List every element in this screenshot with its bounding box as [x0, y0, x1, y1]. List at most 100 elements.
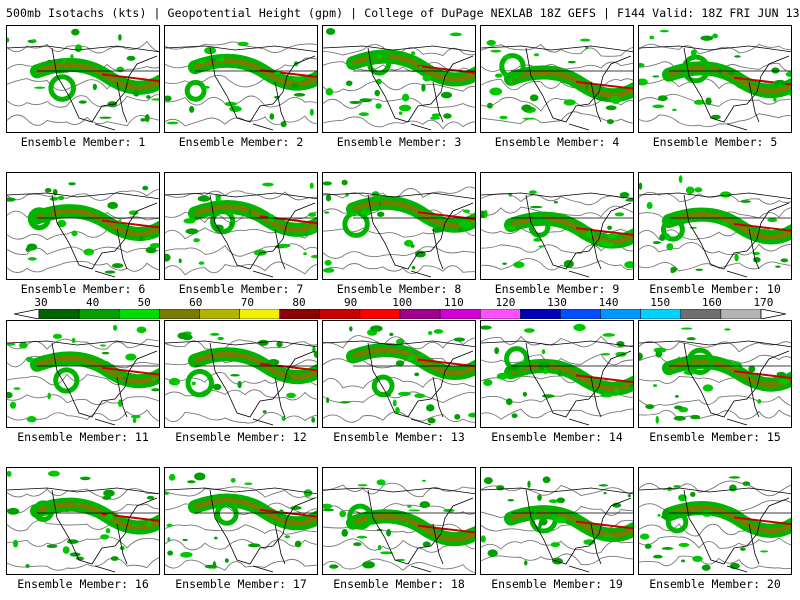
isotach-patch [189, 105, 195, 113]
isotach-patch [615, 351, 627, 357]
isotach-patch [191, 381, 196, 386]
colorbar-swatch [479, 309, 521, 319]
isotach-patch [533, 53, 540, 57]
isotach-patch [411, 51, 416, 56]
ensemble-member-label: Ensemble Member: 14 [491, 430, 623, 444]
isotach-patch [102, 495, 112, 500]
isotach-patch [376, 211, 385, 217]
isotach-patch [521, 104, 532, 112]
isotach-patch [183, 218, 196, 224]
coastline-borders [323, 340, 475, 426]
isotach-patch [71, 230, 78, 237]
colorbar-swatch [399, 309, 441, 319]
jet-max [575, 520, 633, 530]
coastline-borders [165, 340, 317, 426]
isotach-patch [407, 505, 412, 508]
isotach-patch [401, 93, 410, 102]
isotach-patch [215, 194, 221, 203]
height-contour [7, 93, 159, 108]
isotach-patch [603, 242, 615, 248]
isotach-patch [414, 372, 420, 377]
isotach-patch [661, 547, 674, 550]
isotach-patch [481, 535, 486, 543]
isotach-patch [614, 388, 620, 394]
ensemble-member-map [164, 467, 318, 575]
isotach-patch [32, 39, 36, 42]
isotach-patch [290, 505, 302, 510]
isotach-patch [645, 404, 655, 409]
isotach-patch [392, 399, 397, 407]
isotach-patch [46, 59, 52, 64]
height-contour [639, 43, 791, 55]
isotach-patch [657, 95, 668, 102]
low-isotach-ring [528, 216, 551, 238]
isotach-patch [606, 119, 614, 125]
isotach-patch [142, 185, 149, 191]
isotach-patch [767, 217, 778, 223]
isotach-patch [209, 332, 220, 336]
isotach-patch [674, 395, 679, 398]
isotach-patch [389, 332, 394, 337]
isotach-patch [605, 105, 617, 111]
colorbar-swatch [118, 309, 160, 319]
isotach-patch [538, 521, 542, 529]
isotach-patch [422, 479, 426, 482]
isotach-patch [7, 470, 12, 477]
ensemble-member-map [322, 25, 476, 133]
isotach-patch [360, 209, 371, 216]
isotach-patch [602, 534, 614, 538]
isotach-patch [695, 268, 704, 271]
isotach-patch [785, 71, 791, 78]
isotach-patch [105, 527, 111, 534]
isotach-patch [214, 536, 218, 540]
height-contour [639, 409, 791, 421]
isotach-patch [673, 415, 686, 421]
isotach-patch [567, 60, 576, 64]
isotach-patch [511, 413, 518, 419]
isotach-patch [468, 412, 475, 418]
isotach-patch [734, 253, 739, 262]
isotach-patch [496, 372, 509, 380]
isotach-patch [47, 392, 51, 400]
isotach-patch [168, 377, 181, 386]
low-isotach-ring [27, 207, 51, 231]
height-contour [165, 243, 317, 257]
isotach-patch [66, 539, 79, 544]
isotach-patch [345, 80, 353, 87]
colorbar-tick-label: 130 [547, 296, 567, 309]
isotach-patch [600, 352, 611, 356]
isotach-patch [62, 58, 67, 63]
isotach-patch [7, 507, 20, 515]
isotach-patch [662, 509, 670, 517]
ensemble-member-label: Ensemble Member: 20 [649, 577, 781, 591]
isotach-patch [213, 224, 224, 232]
colorbar-swatch [279, 309, 321, 319]
isotach-patch [610, 95, 621, 104]
isotach-patch [748, 365, 756, 373]
isotach-patch [542, 394, 555, 398]
isotach-patch [27, 257, 37, 261]
isotach-patch [7, 197, 16, 202]
isotach-patch [149, 242, 159, 249]
low-isotach-ring [681, 54, 711, 84]
isotach-patch [182, 538, 188, 542]
coastline-borders [481, 487, 633, 573]
isotach-patch [193, 238, 200, 243]
isotach-patch [323, 181, 332, 186]
isotach-patch [528, 190, 537, 195]
isotach-patch [237, 41, 249, 47]
height-contour [481, 258, 633, 271]
isotach-patch [672, 365, 676, 370]
colorbar-left-arrow [14, 309, 40, 319]
isotach-patch [291, 83, 299, 88]
isotach-patch [710, 114, 721, 120]
colorbar-swatch [560, 309, 601, 319]
isotach-patch [308, 212, 317, 217]
isotach-patch [26, 416, 37, 423]
isotach-patch [639, 182, 643, 190]
isotach-patch [197, 195, 211, 202]
isotach-patch [99, 344, 106, 347]
isotach-patch [487, 549, 498, 557]
coastline-borders [165, 45, 317, 131]
isotach-patch [701, 509, 713, 517]
